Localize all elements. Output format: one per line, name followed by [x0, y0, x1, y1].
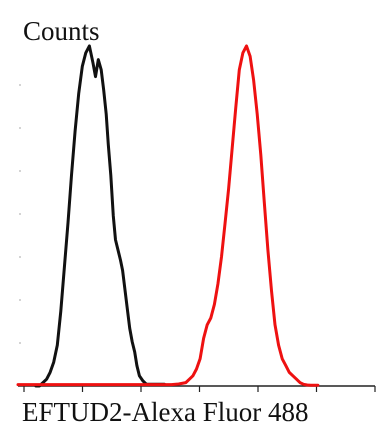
- y-axis-label: Counts: [23, 16, 100, 46]
- x-axis-label: EFTUD2-Alexa Fluor 488: [22, 397, 308, 427]
- series-layer: [16, 44, 320, 388]
- axes: [18, 84, 376, 392]
- series-line-1: [34, 44, 166, 388]
- series-line-2: [16, 44, 320, 387]
